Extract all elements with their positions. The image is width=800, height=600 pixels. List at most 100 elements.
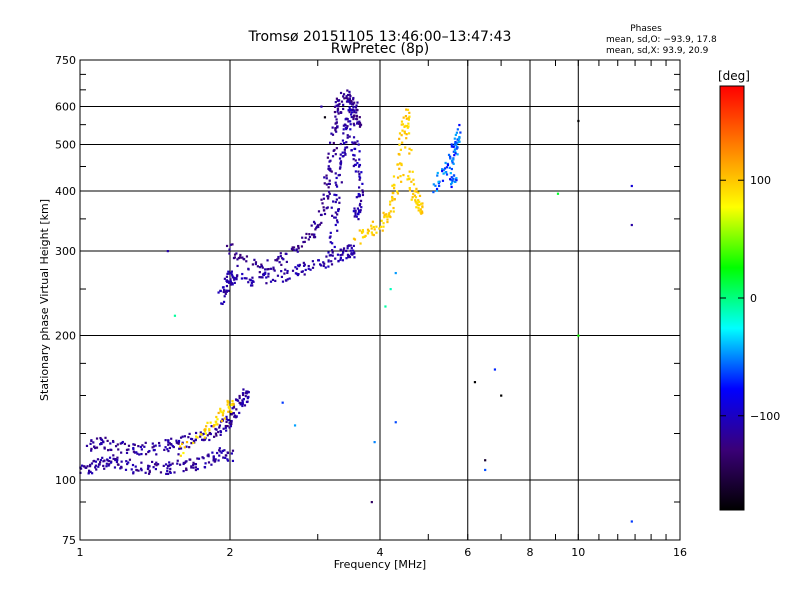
- data-point: [333, 110, 337, 114]
- data-point: [381, 229, 384, 232]
- data-point: [349, 244, 352, 247]
- data-point: [124, 468, 128, 471]
- data-point: [203, 436, 206, 439]
- data-point: [373, 441, 376, 444]
- data-point: [340, 100, 344, 103]
- data-point: [266, 259, 269, 262]
- data-point: [168, 470, 172, 473]
- data-point: [358, 229, 361, 232]
- data-point: [295, 248, 298, 251]
- data-point: [250, 281, 253, 285]
- data-point: [401, 123, 405, 126]
- data-point: [95, 446, 99, 449]
- data-point: [279, 252, 282, 255]
- data-point: [140, 467, 143, 470]
- data-point: [449, 172, 452, 175]
- data-point: [218, 424, 222, 427]
- data-point: [357, 218, 360, 221]
- data-point: [393, 198, 396, 201]
- data-point: [334, 101, 337, 104]
- data-point: [159, 471, 163, 474]
- data-point: [359, 202, 362, 205]
- data-point: [226, 399, 229, 403]
- data-point: [169, 463, 172, 466]
- data-point: [236, 258, 239, 261]
- data-point: [370, 500, 373, 504]
- data-point: [336, 126, 339, 129]
- data-point: [358, 172, 361, 176]
- data-point: [92, 441, 95, 444]
- data-point: [333, 193, 336, 196]
- data-point: [108, 459, 111, 463]
- data-point: [445, 173, 449, 176]
- data-point: [231, 459, 235, 463]
- data-point: [229, 278, 232, 281]
- data-point: [165, 472, 168, 476]
- data-point: [408, 115, 411, 118]
- data-point: [355, 104, 358, 107]
- data-point: [168, 446, 172, 450]
- data-point: [315, 225, 319, 228]
- data-point: [382, 211, 385, 214]
- data-point: [243, 404, 247, 407]
- data-point: [177, 439, 181, 443]
- data-point: [347, 109, 350, 112]
- data-point: [398, 132, 402, 135]
- data-point: [192, 461, 195, 464]
- data-point: [132, 446, 135, 450]
- data-point: [225, 418, 228, 421]
- data-point: [398, 143, 401, 146]
- data-point: [441, 169, 444, 173]
- data-point: [328, 179, 331, 182]
- data-point: [334, 129, 337, 132]
- data-point: [346, 125, 349, 128]
- x-tick-label: 1: [77, 546, 84, 559]
- data-point: [328, 141, 332, 144]
- data-point: [243, 258, 246, 261]
- data-point: [328, 192, 331, 195]
- data-point: [335, 97, 339, 100]
- data-point: [269, 280, 273, 283]
- data-point: [166, 469, 169, 473]
- data-point: [281, 257, 284, 260]
- data-point: [337, 112, 340, 115]
- data-point: [182, 451, 185, 455]
- data-point: [323, 182, 326, 185]
- data-point: [357, 122, 361, 125]
- data-point: [109, 442, 112, 445]
- data-point: [140, 452, 143, 456]
- data-point: [330, 263, 334, 266]
- data-point: [484, 468, 487, 472]
- data-point: [419, 208, 422, 211]
- data-point: [343, 151, 346, 154]
- data-point: [179, 447, 183, 450]
- data-point: [323, 116, 327, 119]
- data-point: [167, 443, 170, 446]
- data-point: [366, 232, 370, 235]
- data-point: [342, 247, 346, 250]
- data-point: [200, 438, 204, 441]
- data-point: [328, 254, 331, 257]
- data-point: [457, 140, 460, 143]
- x-tick-label: 8: [527, 546, 534, 559]
- data-point: [219, 433, 222, 436]
- data-point: [219, 429, 222, 433]
- y-tick-label: 750: [55, 54, 76, 67]
- data-point: [87, 469, 91, 472]
- data-point: [399, 148, 402, 151]
- data-point: [302, 264, 306, 267]
- data-point: [359, 242, 362, 245]
- data-point: [400, 134, 403, 137]
- data-point: [353, 238, 357, 241]
- data-point: [241, 404, 244, 408]
- data-point: [394, 421, 397, 424]
- data-point: [380, 219, 383, 222]
- data-point: [199, 431, 202, 434]
- data-point: [273, 269, 276, 272]
- data-point: [340, 181, 343, 184]
- data-point: [331, 155, 335, 158]
- data-point: [455, 147, 458, 150]
- data-point: [224, 454, 227, 457]
- data-point: [107, 449, 110, 452]
- data-point: [337, 259, 340, 263]
